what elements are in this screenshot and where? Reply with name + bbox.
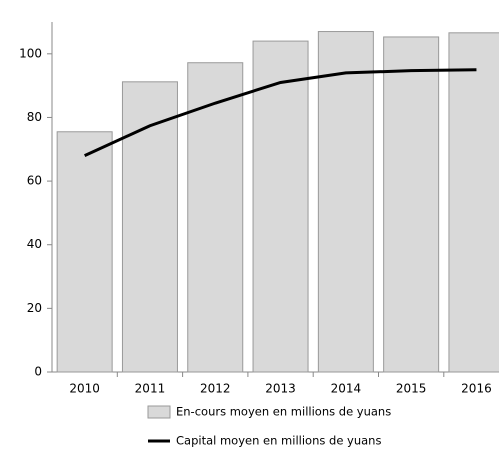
bar [121,81,178,373]
legend-label: En-cours moyen en millions de yuans [176,405,391,419]
y-tick-label: 80 [27,110,42,124]
bar [448,32,499,373]
y-tick-label: 40 [27,237,42,251]
x-tick-label: 2011 [135,382,166,396]
x-tick-label: 2014 [331,382,362,396]
bar [56,131,113,373]
x-tick-label: 2013 [265,382,296,396]
x-tick-label: 2015 [396,382,427,396]
y-tick-label: 100 [19,46,42,60]
legend-label: Capital moyen en millions de yuans [176,434,381,448]
legend-swatch [147,405,171,419]
x-tick-label: 2012 [200,382,231,396]
bar [383,36,440,373]
x-tick-label: 2016 [461,382,492,396]
line [84,68,477,157]
x-tick-label: 2010 [69,382,100,396]
y-tick-label: 0 [34,365,42,379]
y-tick-label: 20 [27,301,42,315]
bar [317,31,374,373]
bar [187,62,244,373]
bar [252,40,309,373]
y-tick-label: 60 [27,174,42,188]
